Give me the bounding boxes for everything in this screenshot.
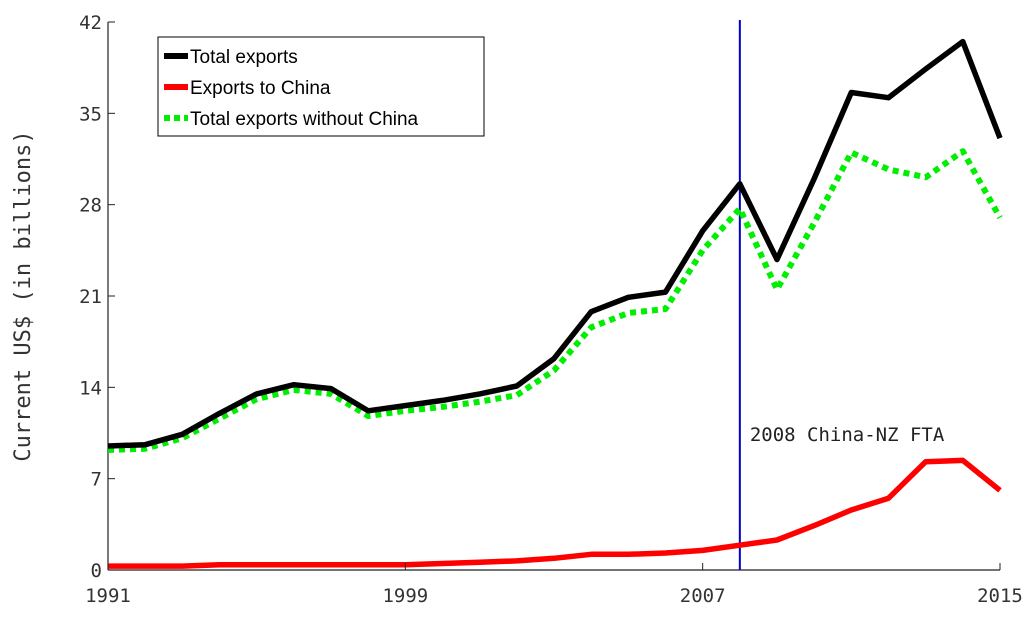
- x-tick-label: 2015: [977, 585, 1023, 607]
- y-tick-label: 0: [91, 560, 102, 582]
- x-tick-label: 2007: [680, 585, 726, 607]
- x-tick-label: 1991: [85, 585, 131, 607]
- series-line-1: [108, 457, 1002, 569]
- series-line-0: [107, 38, 1003, 449]
- series-line-2: [107, 148, 1003, 453]
- y-tick-label: 35: [79, 103, 102, 125]
- y-tick-label: 7: [91, 469, 102, 491]
- y-tick-label: 42: [79, 12, 102, 34]
- y-tick-label: 14: [79, 377, 102, 399]
- y-axis-label: Current US$ (in billions): [11, 130, 36, 461]
- legend-label: Exports to China: [190, 78, 331, 99]
- annotation-label: 2008 China-NZ FTA: [750, 424, 945, 446]
- y-tick-label: 21: [79, 286, 102, 308]
- legend-box: [157, 36, 485, 137]
- x-tick-label: 1999: [382, 585, 428, 607]
- y-tick-label: 28: [79, 195, 102, 217]
- tick-layer: 0 7 14 21 28 35 42 1991 1999 2007 2015: [79, 12, 1023, 607]
- legend-label: Total exports without China: [190, 109, 419, 130]
- legend-label: Total exports: [190, 47, 298, 68]
- legend: Total exports Exports to China Total expor…: [157, 36, 485, 137]
- series-layer: [107, 38, 1003, 569]
